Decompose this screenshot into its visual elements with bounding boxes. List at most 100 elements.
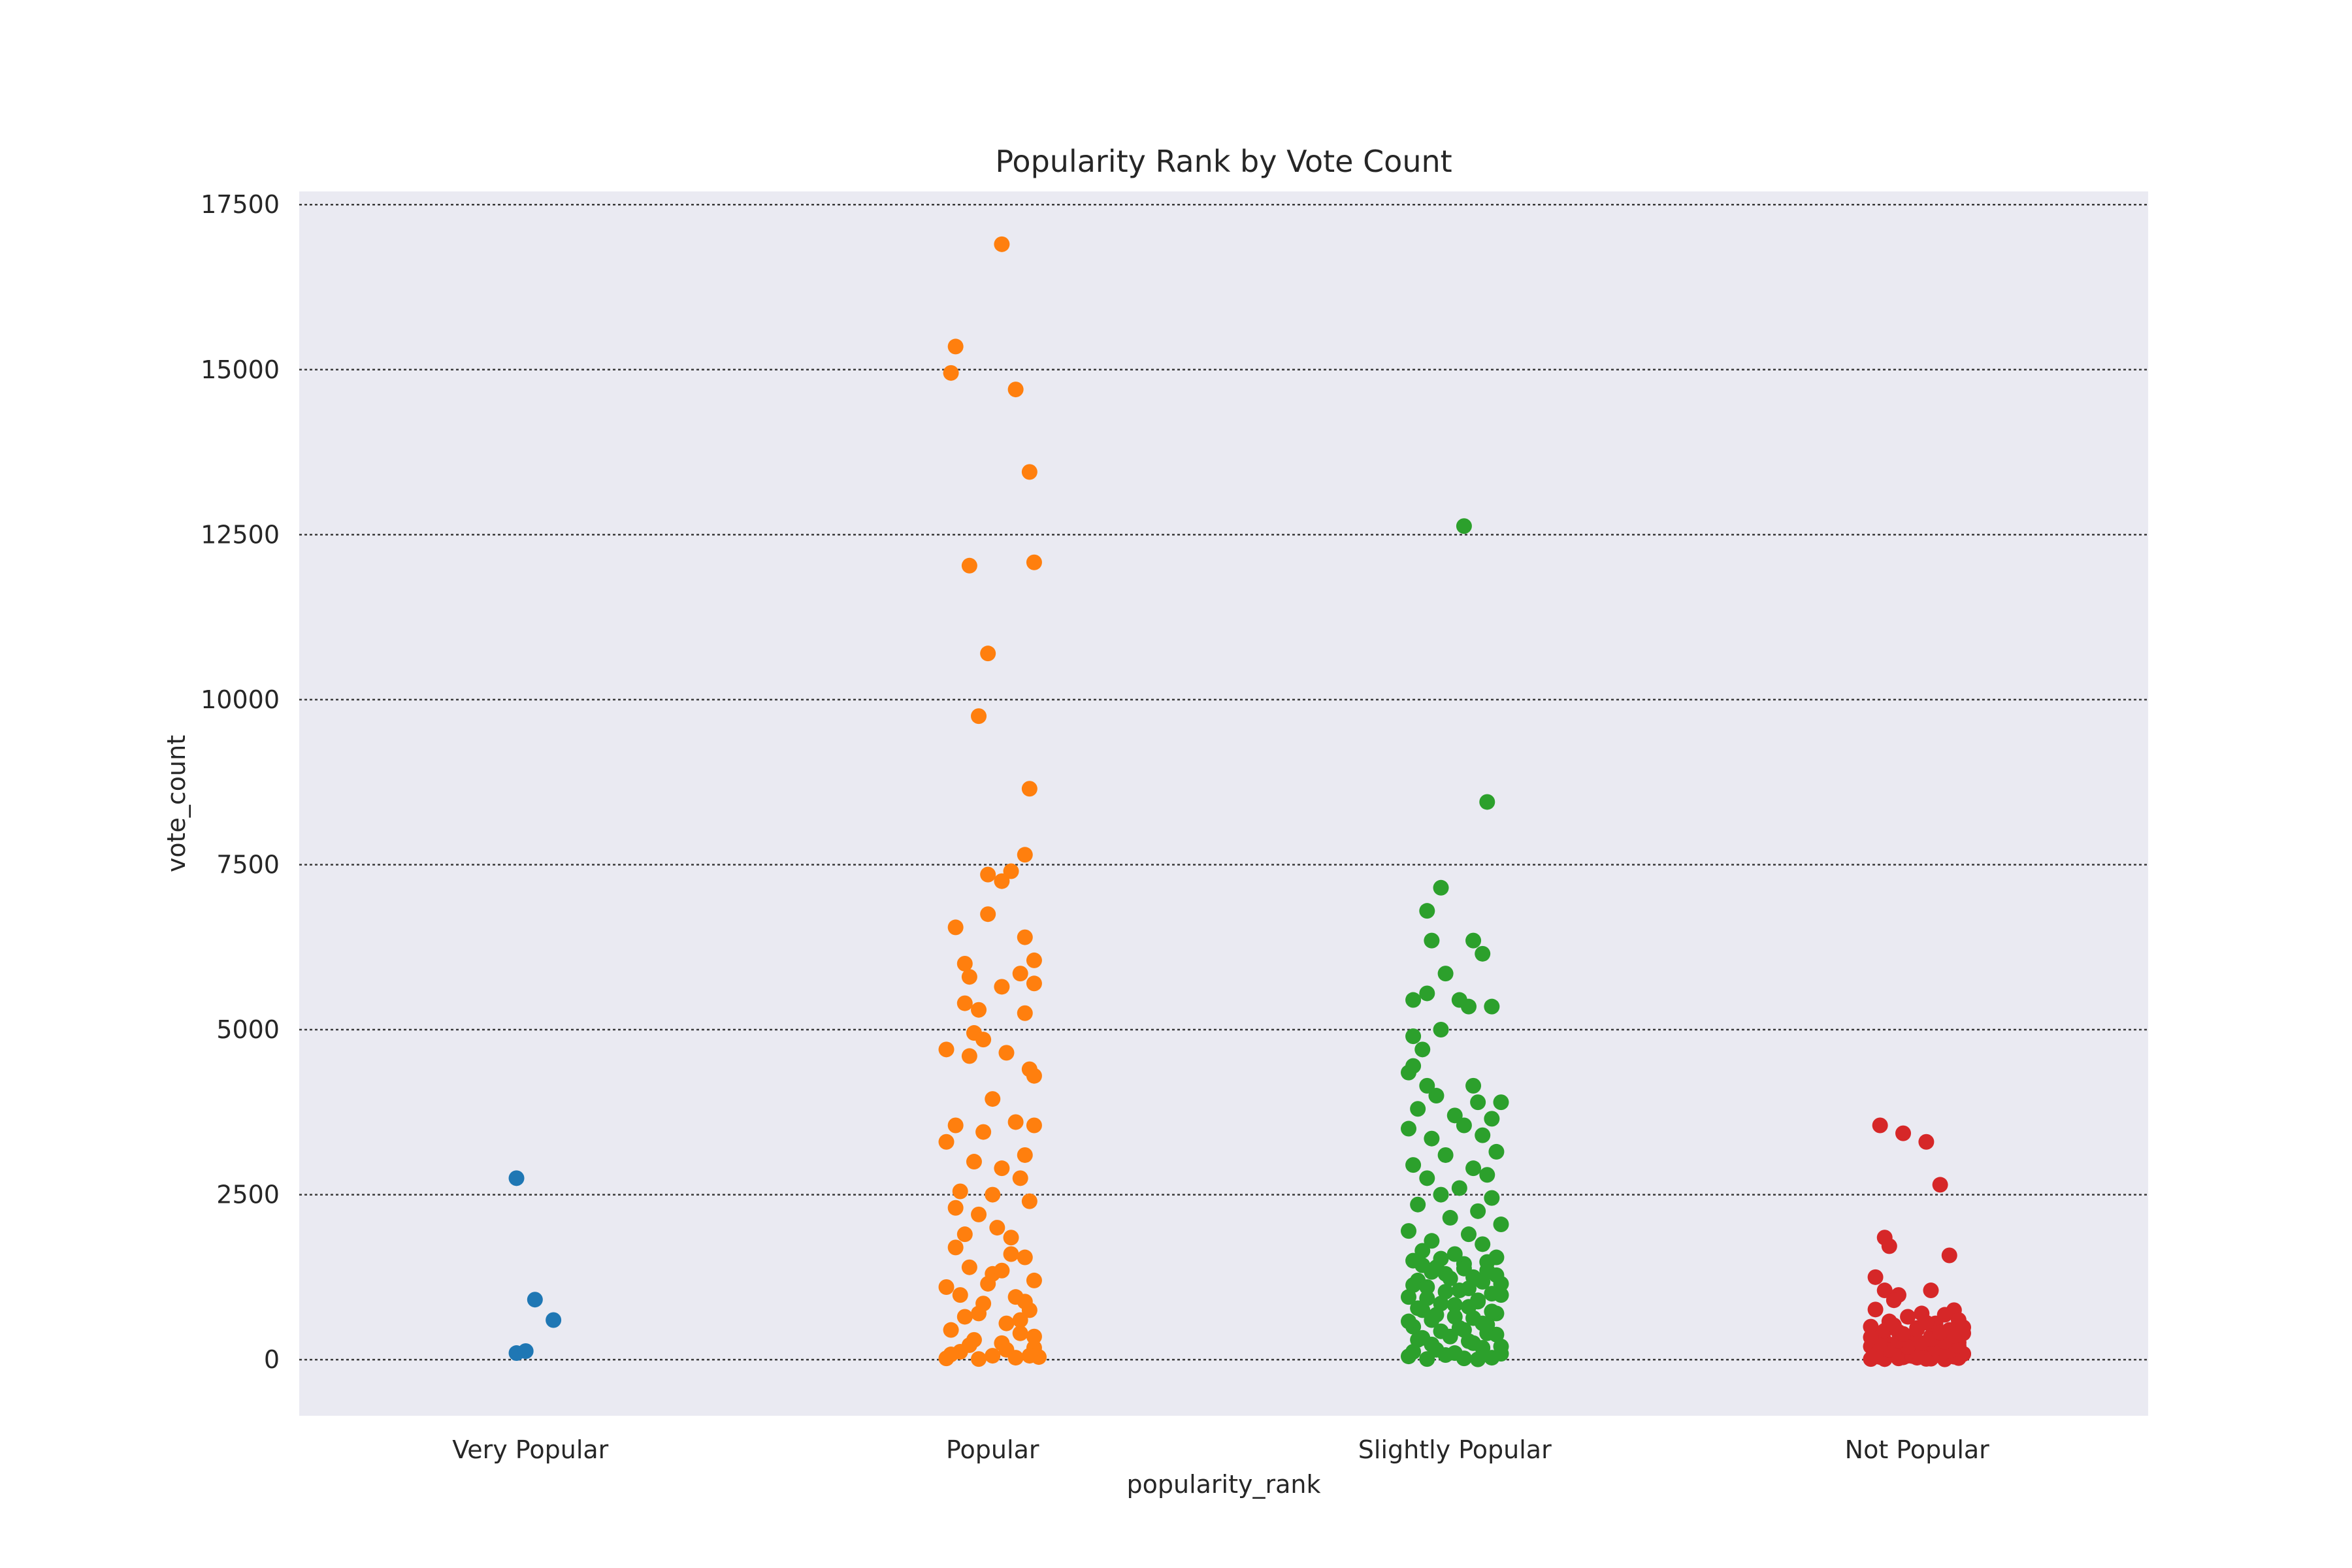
data-point (1456, 518, 1472, 534)
data-point (1493, 1094, 1509, 1111)
data-point (1017, 1147, 1033, 1163)
data-point (1446, 1297, 1463, 1313)
data-point (971, 1305, 987, 1322)
data-point (971, 1002, 987, 1018)
data-point (938, 1134, 955, 1150)
data-point (1876, 1282, 1893, 1299)
data-point (1003, 1230, 1019, 1246)
data-point (947, 1117, 964, 1134)
data-points (508, 236, 1971, 1367)
data-point (1419, 1077, 1435, 1094)
data-point (980, 1275, 996, 1292)
data-point (1460, 998, 1477, 1015)
y-tick-label: 5000 (216, 1015, 280, 1044)
data-point (1003, 1246, 1019, 1262)
data-point (1493, 1346, 1509, 1362)
data-point (1410, 1101, 1426, 1117)
data-point (1405, 1277, 1422, 1293)
data-point (1484, 1303, 1500, 1320)
data-point (943, 365, 959, 381)
data-point (985, 1348, 1001, 1364)
data-point (1442, 1270, 1458, 1286)
data-point (1026, 1068, 1042, 1084)
data-point (994, 1160, 1010, 1177)
data-point (1433, 1250, 1449, 1267)
data-point (1493, 1217, 1509, 1233)
data-point (961, 969, 977, 985)
data-point (1017, 1249, 1033, 1266)
data-point (961, 557, 977, 574)
data-point (971, 708, 987, 725)
x-tick-label: Not Popular (1845, 1435, 1990, 1464)
data-point (1405, 1344, 1422, 1360)
data-point (1026, 1272, 1042, 1288)
data-point (1419, 1290, 1435, 1307)
y-tick-label: 15000 (201, 355, 280, 384)
data-point (1886, 1292, 1902, 1309)
data-point (1424, 1130, 1440, 1147)
data-point (1414, 1257, 1431, 1273)
data-point (1437, 966, 1454, 982)
data-point (1451, 1320, 1467, 1336)
y-axis-label: vote_count (162, 735, 191, 872)
data-point (1419, 903, 1435, 919)
y-tick-label: 10000 (201, 685, 280, 714)
data-point (1026, 975, 1042, 992)
data-point (1470, 1203, 1486, 1219)
data-point (1424, 1233, 1440, 1249)
plot-background (299, 191, 2148, 1416)
data-point (1881, 1238, 1897, 1254)
data-point (1465, 1160, 1482, 1177)
data-point (980, 866, 996, 883)
y-tick-label: 2500 (216, 1181, 280, 1209)
data-point (1410, 1196, 1426, 1213)
data-point (998, 1341, 1015, 1358)
data-point (971, 1351, 987, 1367)
data-point (1932, 1177, 1948, 1193)
data-point (1012, 1170, 1028, 1186)
data-point (1401, 1289, 1416, 1305)
data-point (1941, 1247, 1957, 1264)
data-point (1932, 1324, 1948, 1341)
data-point (1424, 932, 1440, 949)
data-point (1488, 1143, 1505, 1160)
data-point (966, 1154, 982, 1170)
data-point (975, 1124, 992, 1140)
data-point (1493, 1287, 1509, 1303)
data-point (943, 1347, 959, 1363)
data-point (1475, 1236, 1491, 1252)
data-point (956, 1226, 973, 1243)
data-point (1419, 1170, 1435, 1186)
data-point (1484, 1111, 1500, 1127)
data-point (1021, 1348, 1037, 1364)
data-point (1437, 1284, 1454, 1300)
data-point (938, 1279, 955, 1296)
data-point (1475, 1339, 1491, 1356)
data-point (1414, 1330, 1431, 1346)
data-point (1405, 992, 1422, 1008)
data-point (1012, 1325, 1028, 1341)
data-point (956, 955, 973, 972)
data-point (1021, 781, 1037, 797)
data-point (1923, 1282, 1939, 1299)
data-point (1401, 1223, 1416, 1239)
data-point (1446, 1246, 1463, 1262)
data-point (994, 1262, 1010, 1279)
data-point (1433, 879, 1449, 896)
x-tick-label: Very Popular (452, 1435, 608, 1464)
data-point (1484, 998, 1500, 1015)
data-point (1021, 464, 1037, 480)
data-point (956, 1309, 973, 1325)
data-point (1484, 1190, 1500, 1206)
data-point (1456, 1117, 1472, 1134)
data-point (1918, 1315, 1935, 1331)
y-tick-label: 0 (264, 1345, 280, 1374)
data-point (1918, 1134, 1935, 1150)
data-point (961, 1048, 977, 1064)
data-point (1465, 1077, 1482, 1094)
data-point (989, 1220, 1005, 1236)
data-point (1017, 929, 1033, 945)
data-point (1460, 1281, 1477, 1297)
data-point (1414, 1243, 1431, 1259)
data-point (1470, 1094, 1486, 1111)
